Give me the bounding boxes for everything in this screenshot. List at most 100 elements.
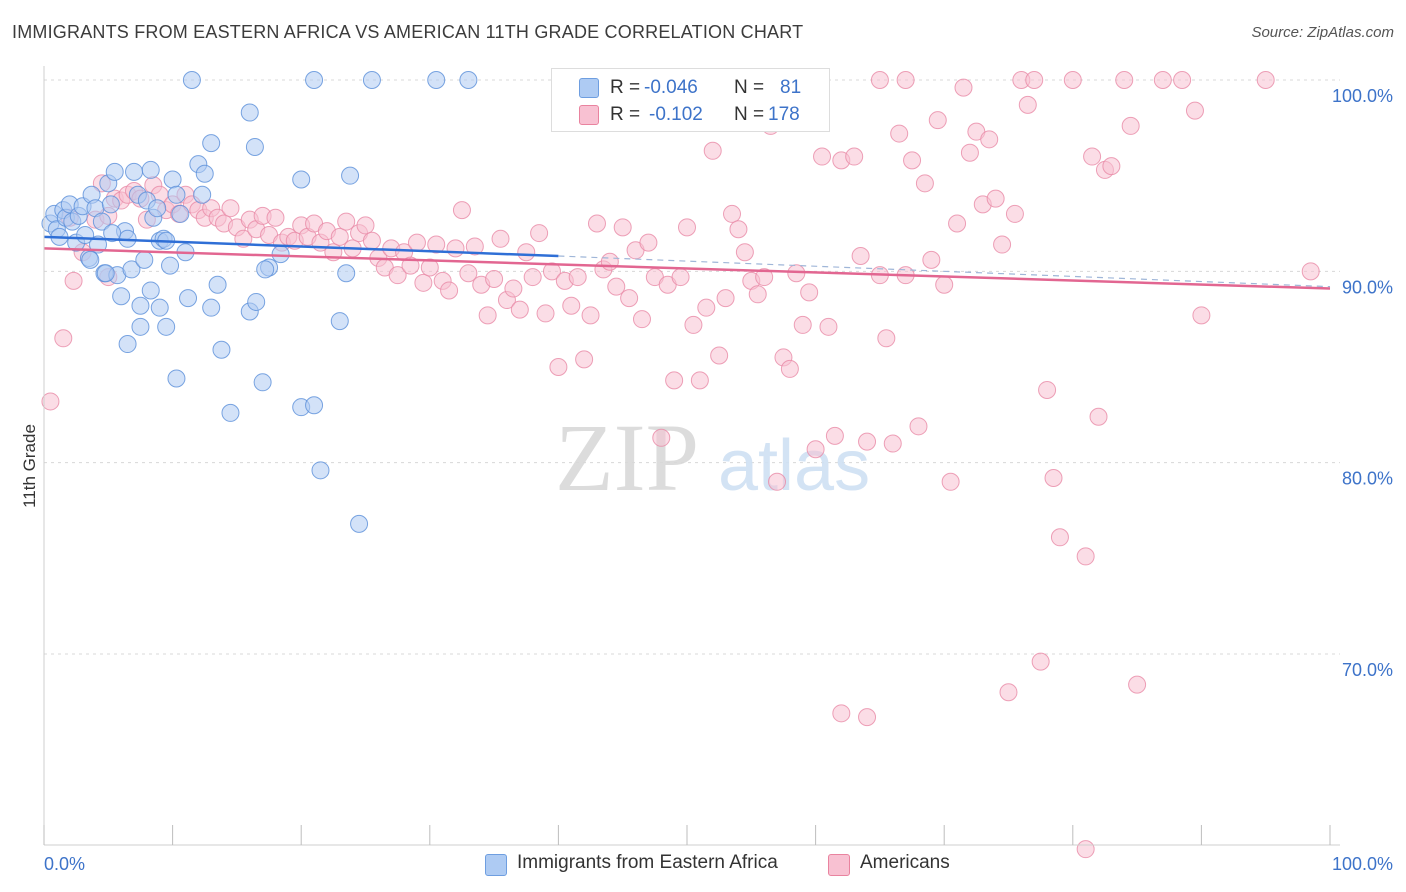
americans-point — [620, 289, 639, 308]
chart-title: IMMIGRANTS FROM EASTERN AFRICA VS AMERIC… — [12, 22, 804, 42]
legend-n-value: 81 — [780, 77, 802, 98]
americans-point — [1173, 71, 1192, 89]
americans-point — [1044, 468, 1063, 487]
americans-point — [960, 143, 979, 162]
eastern-africa-point — [253, 373, 272, 392]
americans-point — [485, 269, 504, 288]
eastern-africa-point — [92, 212, 111, 231]
eastern-africa-point — [131, 296, 150, 315]
americans-point — [890, 124, 909, 143]
americans-point — [568, 268, 587, 287]
eastern-africa-point — [305, 71, 324, 89]
americans-point — [652, 428, 671, 447]
americans-point — [793, 315, 812, 334]
americans-point — [986, 189, 1005, 208]
eastern-africa-point — [135, 250, 154, 269]
eastern-africa-point — [202, 298, 221, 317]
eastern-africa-point — [161, 256, 180, 275]
americans-point — [536, 304, 555, 323]
americans-point — [330, 227, 349, 246]
eastern-africa-point — [141, 281, 160, 300]
americans-trend-line — [43, 247, 1331, 290]
americans-point — [41, 392, 60, 411]
eastern-africa-point — [125, 162, 144, 181]
eastern-africa-point — [171, 204, 190, 223]
americans-point — [780, 359, 799, 378]
americans-point — [1025, 71, 1044, 89]
eastern-africa-point — [362, 71, 381, 89]
x-tick-label: 100.0% — [1332, 854, 1393, 874]
americans-point — [459, 264, 478, 283]
legend-r-value: -0.046 — [644, 77, 698, 98]
americans-point — [600, 252, 619, 271]
americans-point — [446, 239, 465, 258]
americans-point — [440, 281, 459, 300]
americans-point — [1256, 71, 1275, 89]
eastern-africa-point — [459, 71, 478, 89]
americans-point — [813, 147, 832, 166]
y-axis-label: 11th Grade — [20, 424, 39, 508]
eastern-africa-point — [141, 160, 160, 179]
americans-point — [337, 212, 356, 231]
americans-point — [948, 214, 967, 233]
legend-r-value: -0.102 — [649, 104, 703, 125]
americans-point — [999, 683, 1018, 702]
x-tick-label: 0.0% — [44, 854, 85, 874]
y-tick-label: 70.0% — [1342, 660, 1393, 680]
americans-point — [1153, 71, 1172, 89]
americans-point — [64, 271, 83, 290]
americans-point — [993, 235, 1012, 254]
americans-point — [954, 78, 973, 97]
bottom-legend-label: Immigrants from Eastern Africa — [517, 852, 778, 873]
eastern-africa-point — [163, 170, 182, 189]
americans-point — [581, 306, 600, 325]
americans-point — [909, 417, 928, 436]
americans-point — [896, 71, 915, 89]
eastern-africa-point — [245, 137, 264, 156]
americans-point — [877, 329, 896, 348]
americans-point — [613, 218, 632, 237]
y-tick-label: 100.0% — [1332, 86, 1393, 106]
americans-point — [735, 243, 754, 262]
eastern-africa-point — [101, 195, 120, 214]
americans-point — [491, 229, 510, 248]
americans-point — [697, 298, 716, 317]
legend-r-label: R = — [610, 77, 641, 98]
eastern-africa-point — [208, 275, 227, 294]
eastern-africa-point — [122, 260, 141, 279]
americans-point — [420, 258, 439, 277]
americans-point — [678, 218, 696, 237]
americans-point — [54, 329, 73, 348]
americans-point — [768, 472, 787, 491]
americans-point — [748, 285, 767, 304]
eastern-africa-point — [202, 134, 221, 153]
americans-point — [941, 472, 960, 491]
americans-point — [903, 151, 922, 170]
eastern-africa-trend-line — [43, 235, 559, 258]
eastern-africa-point — [131, 317, 150, 336]
americans-point — [1083, 147, 1102, 166]
eastern-africa-point — [221, 403, 240, 422]
americans-point — [1115, 71, 1134, 89]
americans-point — [407, 233, 426, 252]
americans-point — [980, 130, 999, 149]
eastern-africa-point — [96, 264, 115, 283]
eastern-africa-point — [337, 264, 356, 283]
americans-point — [723, 204, 742, 223]
americans-point — [755, 268, 774, 287]
americans-point — [851, 247, 870, 266]
bottom-legend-swatch-blue — [485, 854, 507, 876]
americans-point — [362, 231, 381, 250]
eastern-africa-point — [182, 71, 201, 89]
americans-point — [523, 268, 542, 287]
americans-point — [1018, 95, 1037, 114]
americans-point — [221, 199, 240, 218]
eastern-africa-points — [41, 71, 478, 533]
eastern-africa-point — [311, 461, 330, 480]
americans-point — [671, 268, 690, 287]
americans-point — [356, 216, 375, 235]
eastern-africa-point — [112, 287, 131, 306]
trend-lines — [43, 235, 1331, 290]
legend-box: R = -0.046 N = 81 R = -0.102 N = 178 — [551, 68, 830, 132]
americans-point — [452, 201, 471, 220]
